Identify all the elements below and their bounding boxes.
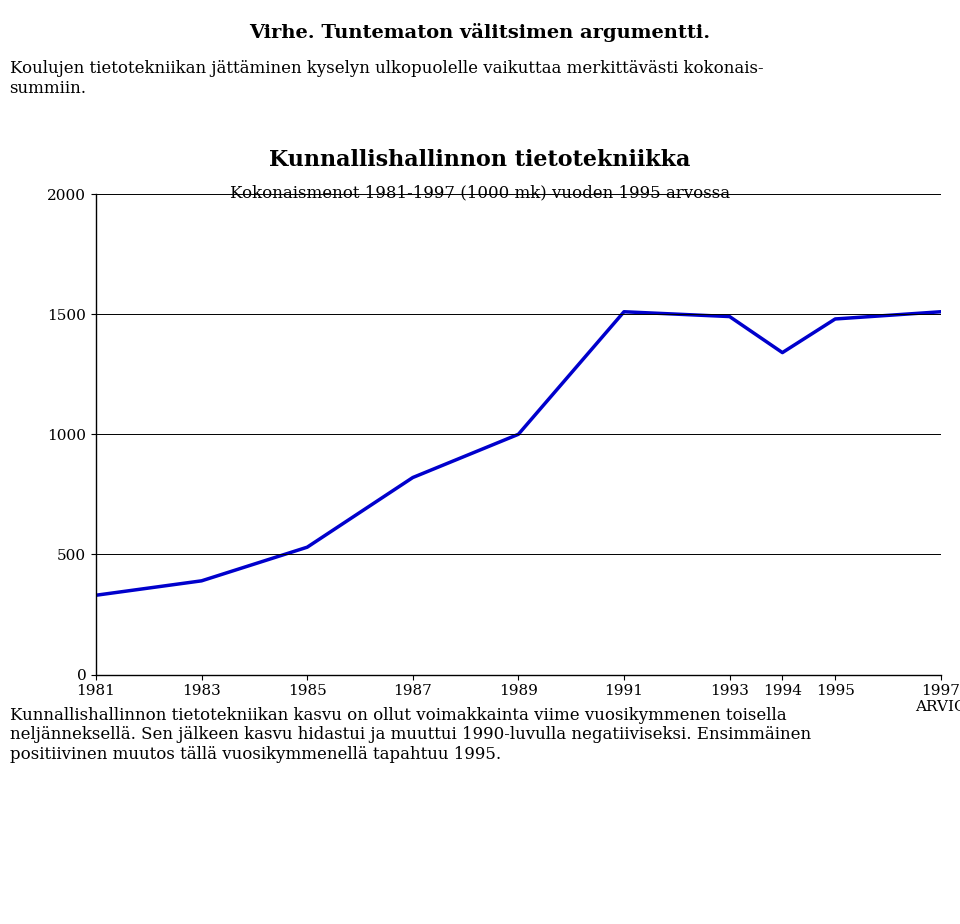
Text: Kunnallishallinnon tietotekniikan kasvu on ollut voimakkainta viime vuosikymmene: Kunnallishallinnon tietotekniikan kasvu …	[10, 707, 811, 763]
Text: Kokonaismenot 1981-1997 (1000 mk) vuoden 1995 arvossa: Kokonaismenot 1981-1997 (1000 mk) vuoden…	[230, 185, 730, 201]
Text: Virhe. Tuntematon välitsimen argumentti.: Virhe. Tuntematon välitsimen argumentti.	[250, 23, 710, 43]
Text: Koulujen tietotekniikan jättäminen kyselyn ulkopuolelle vaikuttaa merkittävästi : Koulujen tietotekniikan jättäminen kysel…	[10, 60, 763, 97]
Text: Kunnallishallinnon tietotekniikka: Kunnallishallinnon tietotekniikka	[270, 149, 690, 171]
